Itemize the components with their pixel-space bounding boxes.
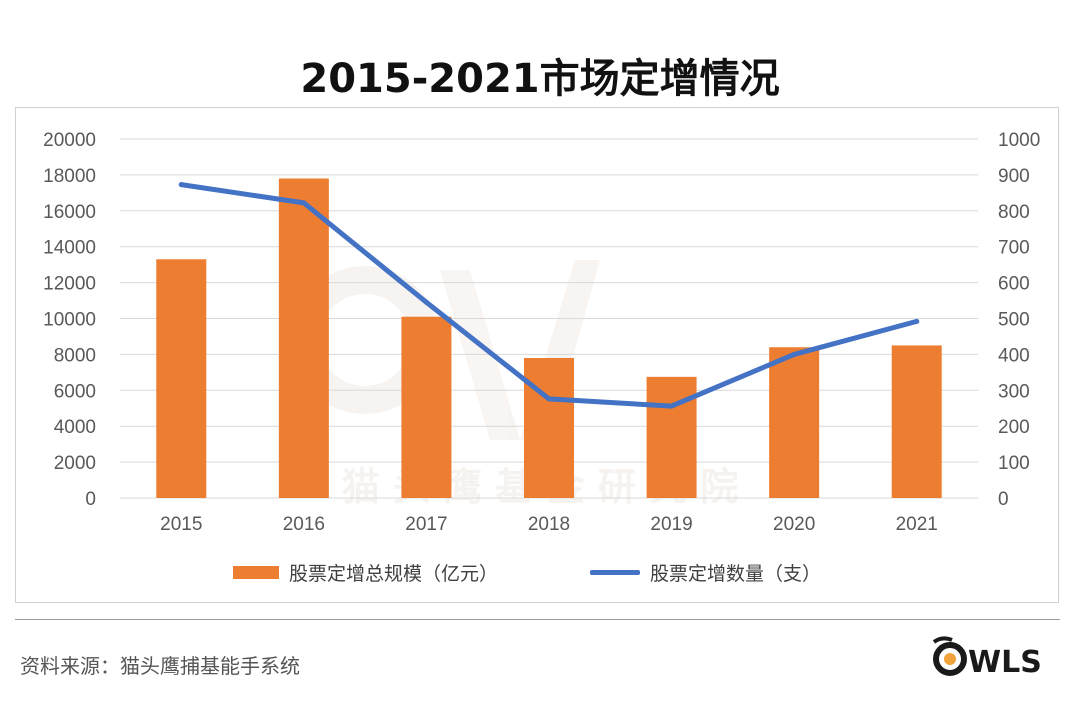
chart-title: 2015-2021市场定增情况 [300, 56, 780, 102]
x-tick-label: 2016 [283, 514, 325, 535]
bar [646, 376, 697, 498]
y-left-tick-label: 14000 [43, 238, 96, 259]
line-point [914, 318, 920, 324]
x-tick-label: 2017 [405, 514, 447, 535]
logo-text: WLS [968, 645, 1040, 680]
y-right-tick-label: 1000 [998, 130, 1040, 151]
footer-rule [15, 619, 1060, 620]
y-right-tick-label: 500 [998, 310, 1030, 331]
line-point [423, 299, 429, 305]
y-right-tick-label: 100 [998, 453, 1030, 474]
y-left-tick-label: 0 [85, 489, 96, 510]
y-left-tick-label: 12000 [43, 274, 96, 295]
legend-line-label: 股票定增数量（支） [650, 562, 822, 585]
bar [769, 347, 820, 498]
y-left-tick-label: 16000 [43, 202, 96, 223]
y-left-tick-label: 10000 [43, 310, 96, 331]
y-left-tick-label: 2000 [54, 453, 96, 474]
bar [891, 345, 942, 498]
y-right-tick-label: 200 [998, 417, 1030, 438]
bar [524, 357, 574, 498]
x-tick-label: 2020 [773, 514, 815, 535]
y-left-tick-label: 8000 [54, 345, 96, 366]
owls-logo: WLS [932, 636, 1040, 680]
y-left-tick-label: 18000 [43, 166, 96, 187]
chart-legend: 股票定增总规模（亿元） 股票定增数量（支） [0, 557, 1080, 587]
y-right-tick-label: 800 [998, 202, 1030, 223]
y-left-tick-label: 6000 [54, 381, 96, 402]
y-right-tick-label: 300 [998, 381, 1030, 402]
legend-bar-label: 股票定增总规模（亿元） [289, 562, 499, 585]
line-point [301, 200, 307, 206]
y-right-tick-label: 900 [998, 166, 1030, 187]
bar [278, 178, 329, 499]
legend-item-bar: 股票定增总规模（亿元） [233, 557, 498, 587]
bar [401, 316, 452, 498]
line-point [546, 396, 552, 402]
x-tick-label: 2021 [896, 514, 938, 535]
chart-frame [15, 107, 1059, 603]
y-left-tick-label: 20000 [43, 130, 96, 151]
line-point [791, 351, 797, 357]
y-right-tick-label: 400 [998, 345, 1030, 366]
x-tick-label: 2018 [528, 514, 570, 535]
line-point [669, 403, 675, 409]
legend-line-swatch [590, 569, 640, 575]
x-tick-label: 2019 [650, 514, 692, 535]
y-right-tick-label: 600 [998, 274, 1030, 295]
line-point [178, 182, 184, 188]
y-left-tick-label: 4000 [54, 417, 96, 438]
x-tick-label: 2015 [160, 514, 202, 535]
legend-item-line: 股票定增数量（支） [590, 557, 821, 587]
source-note: 资料来源：猫头鹰捕基能手系统 [20, 654, 300, 678]
y-right-tick-label: 700 [998, 238, 1030, 259]
legend-bar-swatch [233, 565, 279, 579]
y-right-tick-label: 0 [998, 489, 1009, 510]
bar [156, 259, 207, 498]
